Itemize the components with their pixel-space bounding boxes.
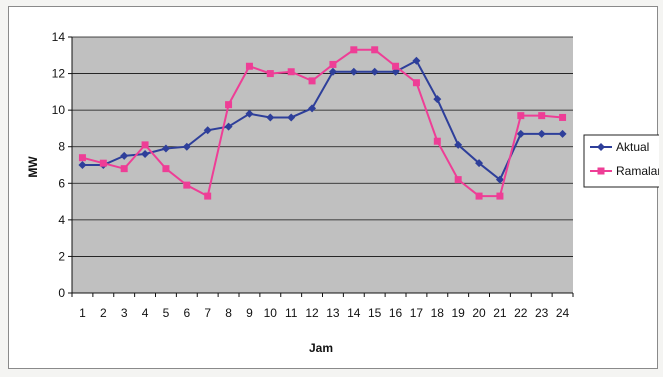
legend-label-aktual: Aktual	[616, 140, 649, 154]
data-point-ramalan	[141, 141, 149, 149]
data-point-ramalan	[496, 192, 504, 200]
x-tick-label: 15	[368, 306, 382, 320]
data-point-ramalan	[454, 176, 462, 184]
data-point-aktual	[224, 122, 233, 131]
data-point-ramalan	[266, 70, 274, 78]
x-tick-label: 3	[121, 306, 128, 320]
x-tick-label: 2	[100, 306, 107, 320]
data-point-aktual	[412, 56, 421, 65]
x-tick-label: 14	[347, 306, 361, 320]
legend: Aktual Ramalan	[583, 134, 659, 188]
data-point-aktual	[161, 144, 170, 153]
data-point-aktual	[78, 161, 87, 169]
x-tick-label: 12	[305, 306, 319, 320]
series-line-aktual	[82, 59, 563, 182]
data-point-ramalan	[183, 181, 191, 189]
data-point-aktual	[349, 67, 358, 76]
y-tick-label: 12	[52, 67, 66, 81]
y-axis-title: MW	[26, 156, 40, 178]
data-point-aktual	[266, 113, 275, 122]
x-tick-label: 21	[493, 306, 507, 320]
data-point-ramalan	[350, 46, 358, 54]
x-tick-label: 11	[285, 306, 298, 320]
x-tick-label: 1	[79, 306, 86, 320]
data-point-aktual	[203, 126, 212, 135]
x-tick-label: 7	[204, 306, 211, 320]
data-point-ramalan	[329, 60, 337, 68]
data-point-ramalan	[475, 192, 483, 200]
data-point-aktual	[308, 104, 317, 113]
x-tick-label: 23	[535, 306, 549, 320]
data-point-aktual	[245, 109, 254, 118]
x-tick-label: 24	[556, 306, 570, 320]
x-axis-title: Jam	[309, 341, 333, 355]
data-point-aktual	[370, 67, 379, 76]
series-layer	[78, 46, 567, 200]
data-point-aktual	[182, 142, 191, 151]
data-point-ramalan	[371, 46, 379, 54]
data-point-aktual	[495, 175, 504, 184]
legend-marker-ramalan	[597, 167, 605, 175]
data-point-aktual	[537, 129, 546, 138]
data-point-ramalan	[287, 68, 295, 76]
y-tick-label: 8	[58, 140, 65, 154]
x-axis-ticks: 1 2 3 4 5 6 7 8 9 10 11 12 13 14 15 16 17 18 19 20 21 22 23 24	[71, 293, 574, 320]
x-tick-label: 16	[389, 306, 403, 320]
data-point-aktual	[558, 129, 567, 138]
y-tick-label: 14	[52, 30, 66, 44]
data-point-ramalan	[308, 77, 316, 85]
x-tick-label: 10	[264, 306, 278, 320]
legend-label-ramalan: Ramalan	[616, 164, 659, 178]
legend-marker-aktual	[597, 143, 605, 151]
x-tick-label: 18	[431, 306, 445, 320]
x-tick-label: 9	[246, 306, 253, 320]
data-point-ramalan	[517, 112, 525, 120]
data-point-ramalan	[162, 165, 170, 173]
x-tick-label: 19	[452, 306, 466, 320]
data-point-aktual	[516, 129, 525, 138]
y-tick-label: 0	[58, 286, 65, 300]
y-tick-label: 6	[58, 176, 65, 190]
data-point-ramalan	[78, 154, 86, 162]
y-tick-label: 4	[58, 213, 65, 227]
x-tick-label: 13	[326, 306, 340, 320]
data-point-ramalan	[120, 165, 128, 173]
data-point-ramalan	[225, 101, 233, 109]
data-point-aktual	[287, 113, 296, 122]
y-tick-label: 10	[52, 103, 66, 117]
data-point-ramalan	[245, 62, 253, 70]
y-axis-ticks: 0 2 4 6 8 10 12 14	[52, 30, 72, 300]
data-point-aktual	[120, 151, 129, 160]
y-tick-label: 2	[58, 249, 65, 263]
x-tick-label: 20	[472, 306, 486, 320]
data-point-ramalan	[99, 159, 107, 167]
data-point-aktual	[328, 67, 337, 76]
x-tick-label: 6	[183, 306, 190, 320]
data-point-aktual	[454, 140, 463, 149]
data-point-ramalan	[204, 192, 212, 200]
data-point-aktual	[141, 150, 150, 159]
series-ramalan	[78, 46, 567, 200]
data-point-ramalan	[392, 62, 400, 70]
x-tick-label: 8	[225, 306, 232, 320]
legend-box	[583, 134, 659, 188]
data-point-aktual	[433, 95, 442, 104]
x-tick-label: 22	[514, 306, 528, 320]
plot-area	[72, 37, 573, 293]
x-tick-label: 4	[142, 306, 149, 320]
data-point-ramalan	[412, 79, 420, 87]
x-tick-label: 5	[163, 306, 170, 320]
data-point-ramalan	[538, 112, 546, 120]
chart-frame: 0 2 4 6 8 10 12 14 1 2 3 4 5 6 7 8 9 10 11 12 13 14 15 16 17 18 1…	[8, 6, 659, 369]
data-point-ramalan	[559, 113, 567, 121]
data-point-aktual	[475, 159, 484, 168]
data-point-ramalan	[433, 137, 441, 145]
x-tick-label: 17	[410, 306, 424, 320]
